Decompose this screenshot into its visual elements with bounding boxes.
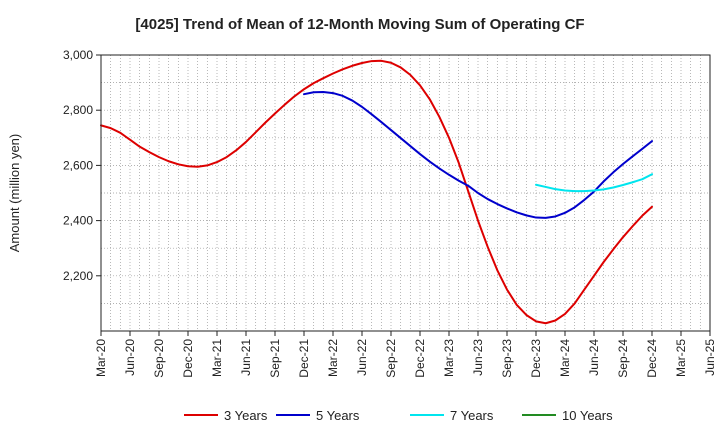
x-tick-label: Sep-24 bbox=[616, 339, 630, 378]
grid-layer bbox=[101, 55, 710, 331]
plot-area bbox=[101, 55, 710, 331]
chart-title: [4025] Trend of Mean of 12-Month Moving … bbox=[135, 16, 584, 33]
y-tick-label: 2,600 bbox=[63, 158, 93, 172]
legend-label: 5 Years bbox=[316, 408, 360, 423]
y-tick-label: 2,800 bbox=[63, 103, 93, 117]
legend-label: 3 Years bbox=[224, 408, 268, 423]
x-tick-label: Sep-23 bbox=[500, 339, 514, 378]
x-tick-label: Sep-21 bbox=[268, 339, 282, 378]
x-tick-label: Sep-22 bbox=[384, 339, 398, 378]
plot-border bbox=[100, 54, 711, 332]
x-tick-label: Dec-20 bbox=[181, 339, 195, 378]
x-tick-label: Jun-22 bbox=[355, 339, 369, 376]
x-tick-label: Jun-21 bbox=[239, 339, 253, 376]
x-tick-label: Mar-21 bbox=[210, 339, 224, 377]
x-tick-label: Sep-20 bbox=[152, 339, 166, 378]
x-tick-label: Dec-21 bbox=[297, 339, 311, 378]
x-tick-label: Mar-20 bbox=[94, 339, 108, 377]
series-line-7-years bbox=[535, 173, 653, 193]
x-tick-label: Mar-23 bbox=[442, 339, 456, 377]
x-tick-label: Mar-25 bbox=[674, 339, 688, 377]
x-tick-label: Jun-20 bbox=[123, 339, 137, 376]
x-tick-label: Dec-23 bbox=[529, 339, 543, 378]
series-line-5-years bbox=[303, 90, 653, 219]
y-tick-label: 2,400 bbox=[63, 214, 93, 228]
y-tick-label: 2,200 bbox=[63, 269, 93, 283]
series-line-3-years bbox=[100, 59, 653, 325]
legend-label: 10 Years bbox=[562, 408, 613, 423]
x-tick-label: Mar-24 bbox=[558, 339, 572, 377]
axis-layer: 2,200 2,400 2,600 2,800 3,000 Mar-20 Jun-20 Sep… bbox=[63, 48, 717, 378]
y-axis-label: Amount (million yen) bbox=[7, 134, 22, 253]
legend-label: 7 Years bbox=[450, 408, 494, 423]
x-tick-label: Dec-24 bbox=[645, 339, 659, 378]
x-tick-label: Jun-25 bbox=[703, 339, 717, 376]
x-tick-label: Mar-22 bbox=[326, 339, 340, 377]
x-tick-label: Jun-24 bbox=[587, 339, 601, 376]
x-tick-label: Jun-23 bbox=[471, 339, 485, 376]
y-tick-label: 3,000 bbox=[63, 48, 93, 62]
x-tick-label: Dec-22 bbox=[413, 339, 427, 378]
legend: 3 Years 5 Years 7 Years 10 Years bbox=[184, 408, 613, 423]
series-layer bbox=[100, 59, 653, 325]
